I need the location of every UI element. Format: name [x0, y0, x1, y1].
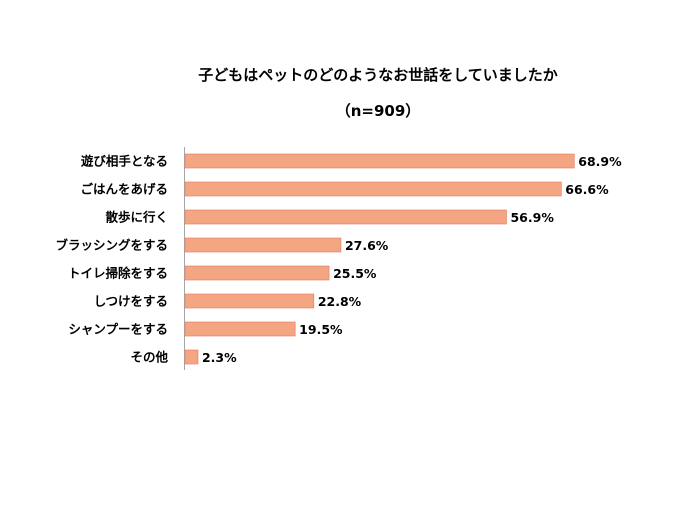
category-label: ブラッシングをする [55, 238, 168, 253]
category-label: 散歩に行く [105, 210, 168, 225]
value-label: 56.9% [510, 210, 554, 225]
value-label: 19.5% [299, 322, 343, 337]
category-label: ごはんをあげる [80, 182, 168, 197]
bar [184, 349, 199, 365]
value-label: 22.8% [318, 294, 362, 309]
bar [184, 209, 507, 225]
bar [184, 181, 562, 197]
bar [184, 237, 342, 253]
value-label: 25.5% [333, 266, 377, 281]
value-label: 2.3% [202, 350, 237, 365]
bar [184, 321, 296, 337]
bars-group: 遊び相手となる 68.9% ごはんをあげる 66.6% 散歩に行く 56.9% ブラッシング… [55, 154, 622, 366]
chart-subtitle: （n=909） [336, 102, 421, 120]
value-label: 66.6% [565, 182, 609, 197]
value-label: 27.6% [345, 238, 389, 253]
bar [184, 293, 315, 309]
value-label: 68.9% [578, 154, 622, 169]
category-label: その他 [130, 350, 168, 365]
category-label: シャンプーをする [68, 322, 168, 337]
category-label: トイレ掃除をする [68, 266, 168, 281]
bar [184, 265, 330, 281]
category-label: 遊び相手となる [81, 154, 168, 169]
bar [184, 153, 575, 169]
category-label: しつけをする [94, 294, 168, 309]
chart-title: 子どもはペットのどのようなお世話をしていましたか [198, 66, 558, 84]
